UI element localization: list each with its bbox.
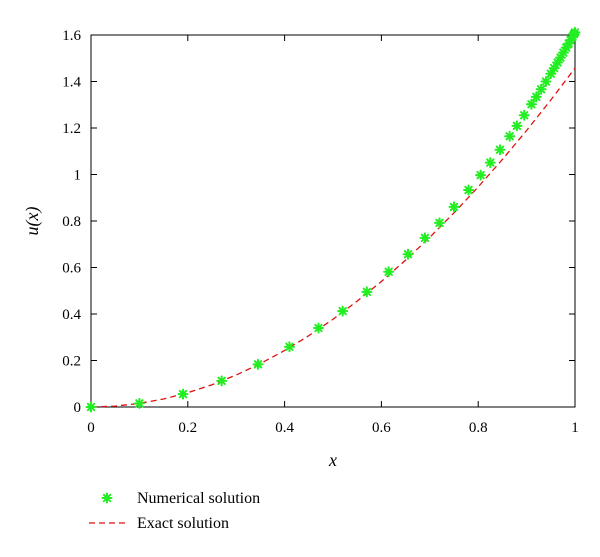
- exact-solution-line: [90, 67, 576, 408]
- numerical-point-marker: [484, 157, 496, 169]
- marker-stroke: [314, 323, 323, 333]
- y-tick-label: 0.2: [62, 354, 81, 370]
- marker-stroke: [532, 92, 541, 102]
- y-axis-ticks: 0 0.2 0.4 0.6 0.8 1 1.2 1.4 1.6: [62, 28, 575, 416]
- marker-stroke: [420, 233, 430, 243]
- legend-marker-numerical-icon: [101, 492, 113, 504]
- legend-label-numerical: Numerical solution: [137, 490, 260, 507]
- numerical-point-marker: [448, 201, 460, 213]
- numerical-point-marker: [283, 341, 295, 353]
- numerical-point-marker: [494, 144, 506, 156]
- marker-stroke: [403, 250, 413, 259]
- x-tick-label: 0.8: [469, 420, 488, 436]
- marker-stroke: [512, 121, 522, 131]
- numerical-point-marker: [101, 492, 113, 504]
- marker-stroke: [384, 267, 393, 276]
- numerical-point-marker: [525, 98, 537, 110]
- numerical-point-marker: [504, 130, 516, 142]
- marker-stroke: [519, 111, 529, 120]
- marker-stroke: [546, 69, 555, 78]
- plot-area: [85, 26, 581, 413]
- numerical-point-marker: [475, 169, 487, 181]
- numerical-point-marker: [383, 266, 395, 278]
- marker-stroke: [285, 342, 294, 351]
- numerical-point-marker: [433, 217, 445, 229]
- numerical-point-marker: [463, 184, 475, 196]
- legend-label-exact: Exact solution: [137, 515, 229, 532]
- marker-stroke: [338, 306, 347, 316]
- y-tick-label: 1: [74, 168, 82, 184]
- marker-stroke: [362, 287, 372, 297]
- marker-stroke: [541, 77, 551, 86]
- x-tick-label: 0: [87, 420, 95, 436]
- marker-stroke: [505, 132, 514, 141]
- x-tick-label: 0.4: [275, 420, 294, 436]
- marker-stroke: [476, 170, 485, 180]
- y-tick-label: 0: [74, 400, 82, 416]
- marker-stroke: [464, 185, 473, 195]
- y-tick-label: 1.4: [62, 75, 81, 91]
- numerical-point-marker: [419, 232, 431, 244]
- numerical-point-marker: [530, 91, 542, 103]
- legend: Numerical solution Exact solution: [89, 490, 260, 532]
- y-axis-label: u(x): [22, 207, 43, 236]
- marker-stroke: [86, 402, 96, 412]
- y-tick-label: 1.2: [62, 121, 81, 137]
- x-tick-label: 1: [571, 420, 579, 436]
- numerical-point-marker: [361, 286, 373, 298]
- y-tick-label: 1.6: [62, 28, 81, 44]
- numerical-point-marker: [511, 120, 523, 132]
- y-tick-label: 0.6: [62, 261, 81, 277]
- marker-stroke: [570, 28, 580, 37]
- numerical-point-marker: [133, 397, 145, 409]
- numerical-point-marker: [252, 358, 264, 370]
- x-tick-label: 0.2: [178, 420, 197, 436]
- marker-stroke: [253, 360, 263, 369]
- marker-stroke: [536, 85, 546, 94]
- plot-frame: [90, 34, 576, 408]
- marker-stroke: [449, 202, 459, 212]
- numerical-point-marker: [535, 83, 547, 95]
- numerical-point-marker: [569, 26, 581, 38]
- marker-stroke: [102, 493, 112, 503]
- numerical-point-marker: [216, 375, 228, 387]
- marker-stroke: [178, 389, 188, 399]
- numerical-point-marker: [177, 388, 189, 400]
- marker-stroke: [135, 399, 144, 408]
- marker-stroke: [435, 218, 444, 228]
- x-tick-label: 0.6: [372, 420, 391, 436]
- marker-stroke: [550, 63, 559, 73]
- marker-stroke: [217, 376, 226, 386]
- marker-stroke: [486, 158, 495, 167]
- x-axis-label: x: [328, 450, 337, 470]
- numerical-point-marker: [402, 248, 414, 260]
- numerical-point-marker: [518, 109, 530, 121]
- y-tick-label: 0.4: [62, 307, 81, 323]
- numerical-point-marker: [540, 76, 552, 88]
- numerical-point-marker: [85, 401, 97, 413]
- numerical-point-marker: [312, 322, 324, 334]
- x-axis-ticks: 0 0.2 0.4 0.6 0.8 1: [87, 35, 579, 436]
- marker-stroke: [527, 100, 536, 109]
- numerical-point-marker: [337, 305, 349, 317]
- y-tick-label: 0.8: [62, 214, 81, 230]
- marker-stroke: [495, 145, 505, 154]
